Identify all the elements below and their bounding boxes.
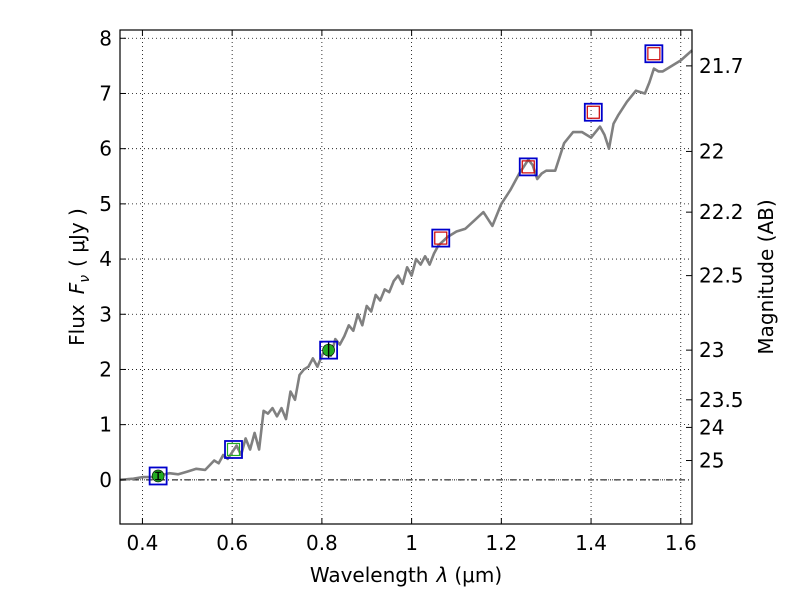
x-tick-label: 0.4 xyxy=(127,531,159,555)
y-tick-label: 6 xyxy=(99,137,112,161)
faint-detection-marker xyxy=(226,442,241,457)
x-tick-label: 1.2 xyxy=(485,531,517,555)
y-axis-label-subscript: ν xyxy=(77,275,93,283)
x-tick-label: 1.6 xyxy=(665,531,697,555)
y2-tick-label: 22.5 xyxy=(699,264,744,288)
upper-limit-marker xyxy=(521,160,535,174)
y2-tick-label: 21.7 xyxy=(699,54,744,78)
y-tick-label: 3 xyxy=(99,302,112,326)
y-tick-label: 0 xyxy=(99,468,112,492)
y2-tick-label: 22.2 xyxy=(699,200,744,224)
y-axis-label-symbol: F xyxy=(65,282,89,294)
x-tick-label: 1 xyxy=(405,531,418,555)
y-axis-label-text: Flux xyxy=(65,304,89,346)
y-tick-label: 2 xyxy=(99,357,112,381)
y-tick-label: 7 xyxy=(99,81,112,105)
ticks-layer: 0.4 0.6 0.8 1 1.2 1.4 1.601234567821.72222.222… xyxy=(99,26,743,555)
y2-tick-label: 22 xyxy=(699,139,724,163)
x-tick-label: 0.6 xyxy=(216,531,248,555)
y-tick-label: 1 xyxy=(99,413,112,437)
x-tick-label: 0.8 xyxy=(306,531,338,555)
model-flux-marker xyxy=(518,157,538,177)
x-axis-label-symbol: λ xyxy=(436,563,449,587)
y-axis-label-unit: ( μJy ) xyxy=(65,208,89,267)
model-flux-marker xyxy=(319,340,339,360)
x-axis-label-text: Wavelength xyxy=(310,563,429,587)
y2-axis-label: Magnitude (AB) xyxy=(754,199,778,354)
upper-limit-marker xyxy=(434,231,448,245)
plot-frame xyxy=(119,29,693,525)
upper-limit-marker xyxy=(586,105,600,119)
markers-layer xyxy=(148,44,664,486)
y2-tick-label: 25 xyxy=(699,449,724,473)
model-flux-marker xyxy=(644,44,664,64)
x-axis-label-unit: (μm) xyxy=(454,563,502,587)
sed-series-line xyxy=(119,49,693,482)
x-axis-label: Wavelength λ (μm) xyxy=(310,563,502,587)
y-tick-label: 8 xyxy=(99,26,112,50)
model-flux-marker xyxy=(148,466,168,486)
y2-tick-label: 23.5 xyxy=(699,388,744,412)
grid-lines xyxy=(120,30,692,524)
model-flux-marker xyxy=(431,228,451,248)
y-tick-label: 5 xyxy=(99,192,112,216)
upper-limit-marker xyxy=(647,47,661,61)
y2-tick-label: 24 xyxy=(699,415,724,439)
y-axis-label: Flux Fν ( μJy ) xyxy=(65,208,93,346)
y2-tick-label: 23 xyxy=(699,338,724,362)
model-flux-marker xyxy=(583,102,603,122)
series-layer xyxy=(119,49,693,482)
model-flux-marker xyxy=(224,440,243,459)
x-tick-label: 1.4 xyxy=(575,531,607,555)
y-tick-label: 4 xyxy=(99,247,112,271)
